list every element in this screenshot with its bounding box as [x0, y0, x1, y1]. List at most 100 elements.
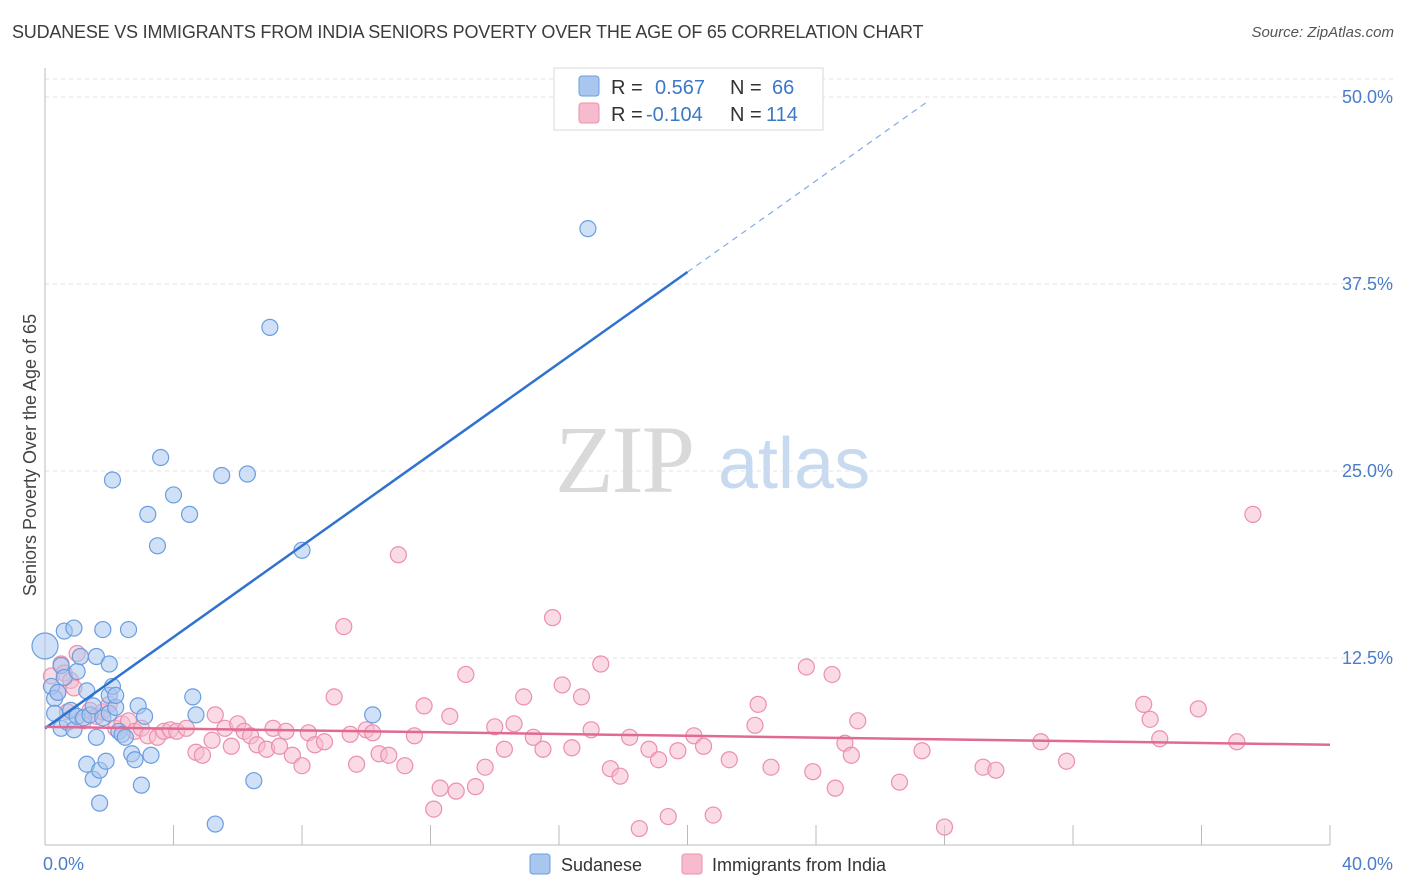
watermark-atlas: atlas [718, 424, 870, 504]
data-point [184, 688, 202, 706]
data-point [396, 757, 414, 775]
y-tick-labels: 12.5% 25.0% 37.5% 50.0% [1342, 87, 1393, 668]
data-point [826, 779, 844, 797]
trend-lines [44, 100, 1331, 747]
data-point [119, 620, 138, 639]
data-point [505, 715, 523, 733]
data-point [804, 763, 822, 781]
data-point [315, 733, 334, 751]
india-n-value: 114 [766, 104, 798, 126]
grid-lines [45, 78, 1395, 659]
sudanese-n-label: N = [730, 77, 762, 99]
india-trend-line [44, 725, 1331, 747]
data-point [87, 728, 106, 746]
data-point [126, 751, 144, 769]
data-point [1141, 710, 1159, 728]
data-point [206, 706, 224, 724]
data-point [621, 728, 639, 746]
india-r-label: R = [611, 104, 643, 126]
sudanese-trend-extension [687, 100, 929, 273]
data-point [107, 686, 125, 705]
data-point [49, 683, 67, 702]
data-point [1151, 730, 1169, 748]
data-point [543, 609, 562, 627]
y-tick-label: 37.5% [1342, 274, 1393, 294]
sudanese-r-label: R = [611, 77, 643, 99]
axes [44, 68, 1331, 846]
data-point [746, 716, 764, 734]
data-point [84, 697, 102, 715]
source-credit: Source: ZipAtlas.com [1251, 24, 1394, 41]
data-point [447, 782, 465, 800]
data-point [592, 655, 610, 673]
india-series-points [42, 505, 1262, 838]
data-point [139, 505, 157, 523]
india-bottom-label: Immigrants from India [712, 855, 887, 875]
data-point [91, 794, 109, 812]
data-point [380, 746, 398, 764]
data-point [797, 658, 815, 676]
data-point [65, 619, 83, 637]
data-point [245, 772, 263, 790]
data-point [515, 688, 533, 706]
data-point [611, 767, 629, 785]
data-point [132, 776, 150, 794]
data-point [78, 682, 96, 700]
data-point [630, 819, 648, 838]
data-point [842, 746, 860, 764]
data-point [669, 742, 687, 760]
data-point [441, 707, 459, 725]
data-point [823, 665, 841, 684]
y-tick-label: 12.5% [1342, 648, 1393, 668]
data-point [152, 448, 170, 467]
data-point [890, 773, 909, 791]
data-point [389, 546, 407, 564]
data-point [206, 815, 224, 833]
data-point [762, 758, 780, 776]
sudanese-n-value: 66 [772, 77, 794, 99]
india-n-label: N = [730, 104, 762, 126]
sudanese-r-value: 0.567 [655, 77, 705, 99]
data-point [348, 755, 366, 773]
y-axis-label: Seniors Poverty Over the Age of 65 [20, 314, 40, 596]
chart-title: SUDANESE VS IMMIGRANTS FROM INDIA SENIOR… [12, 22, 924, 42]
data-point [193, 746, 212, 764]
data-point [270, 737, 289, 755]
data-point [694, 737, 713, 755]
data-point [97, 752, 115, 770]
data-point [261, 318, 279, 336]
data-point [476, 758, 494, 776]
data-point [94, 620, 112, 639]
data-point [180, 505, 199, 523]
x-tick-label-min: 0.0% [43, 854, 84, 874]
data-point [164, 486, 183, 504]
data-point [222, 737, 240, 755]
data-point [203, 731, 221, 749]
data-point [293, 757, 311, 775]
data-point [659, 807, 677, 826]
series-legend: Sudanese Immigrants from India [529, 853, 887, 875]
data-point [495, 740, 513, 758]
data-point [431, 779, 449, 797]
data-point [364, 724, 382, 742]
india-bottom-swatch [681, 853, 703, 875]
y-tick-label: 50.0% [1342, 87, 1393, 107]
watermark: ZIP atlas [555, 406, 870, 513]
data-point [213, 466, 231, 485]
data-point [1135, 695, 1153, 713]
data-point [238, 465, 256, 483]
data-point [486, 718, 504, 736]
data-point [534, 740, 552, 758]
data-point [100, 655, 118, 673]
sudanese-legend-swatch [578, 75, 600, 97]
y-tick-label: 25.0% [1342, 461, 1393, 481]
data-point [987, 761, 1005, 779]
data-point [572, 688, 591, 706]
watermark-zip: ZIP [555, 406, 693, 513]
data-point [704, 806, 722, 824]
data-point [1228, 733, 1246, 751]
data-point [913, 742, 931, 760]
sudanese-trend-line [44, 271, 689, 730]
data-point [563, 739, 581, 757]
